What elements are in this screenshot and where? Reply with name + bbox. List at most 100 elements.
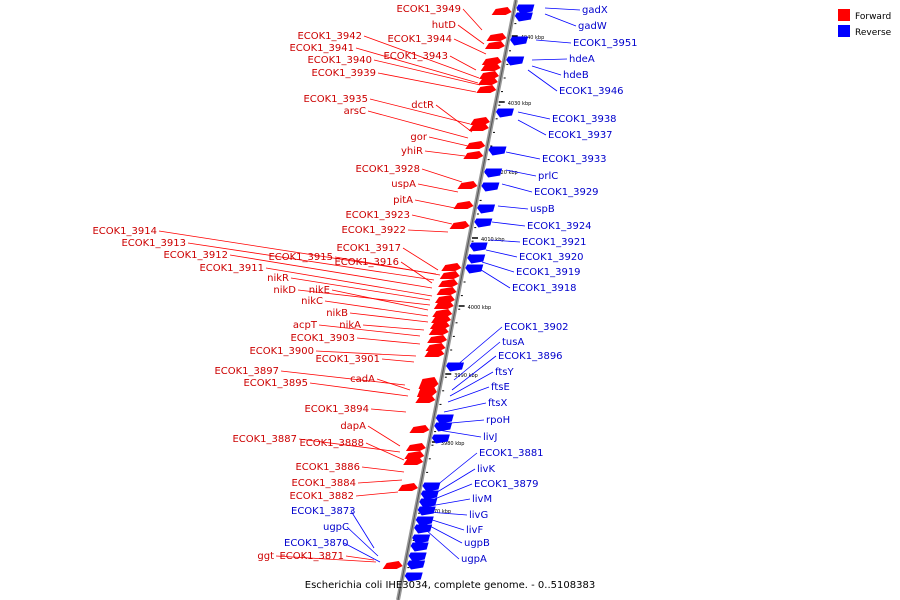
leader-line [447,386,490,403]
forward-feature [484,41,505,49]
gene-label-rpoh: rpoH [486,415,510,426]
forward-feature [435,295,455,303]
gene-label-ecok1-3940: ECOK1_3940 [307,55,372,66]
gene-label-nike: nikE [309,285,330,296]
leader-line [345,555,375,561]
forward-feature [463,151,484,159]
forward-feature [439,271,460,279]
gene-label-ecok1-3951: ECOK1_3951 [573,38,638,49]
leader-line [297,289,431,306]
gene-label-ecok1-3887: ECOK1_3887 [232,434,297,445]
leader-line [158,230,437,275]
leader-line [315,350,417,357]
reverse-feature [516,4,535,14]
leader-line [477,267,511,289]
gene-label-uspb: uspB [530,204,555,215]
reverse-feature [420,490,439,500]
forward-feature [480,63,501,71]
gene-label-pita: pitA [393,195,413,206]
leader-line [367,110,469,139]
leader-line [298,438,401,453]
gene-label-ecok1-3924: ECOK1_3924 [527,221,592,232]
leader-line [373,59,481,86]
gene-label-ecok1-3888: ECOK1_3888 [299,438,364,449]
forward-feature [486,33,507,41]
leader-line [449,371,494,397]
forward-feature [425,343,446,351]
leader-line [349,312,429,323]
gene-label-yhir: yhiR [401,146,423,157]
leader-line [535,39,572,44]
gene-label-ecok1-3944: ECOK1_3944 [387,34,452,45]
forward-feature [468,123,489,131]
leader-line [355,47,479,84]
leader-line [425,517,465,531]
gene-label-hutd: hutD [432,20,457,31]
gene-label-nikd: nikD [273,285,296,296]
leader-line [356,337,421,345]
gene-label-ecok1-3938: ECOK1_3938 [552,114,617,125]
gene-label-livg: livG [469,510,488,521]
leader-line [485,249,518,258]
leader-line [439,419,485,425]
gene-label-hdeb: hdeB [563,70,589,81]
leader-line [453,341,501,381]
leader-line [381,358,415,363]
forward-feature [427,335,448,343]
gene-label-ecok1-3919: ECOK1_3919 [516,267,581,278]
gene-label-ecok1-3939: ECOK1_3939 [311,68,376,79]
reverse-feature [488,146,507,156]
leader-line [544,13,577,27]
forward-feature [424,349,445,357]
gene-label-nika: nikA [339,320,361,331]
leader-line [435,452,478,487]
gene-label-dctr: dctR [411,100,434,111]
leader-line [334,256,441,276]
leader-line [376,378,411,391]
reverse-feature [431,434,450,444]
leader-line [437,429,482,438]
gene-label-acpt: acpT [293,320,318,331]
gene-label-ecok1-3933: ECOK1_3933 [542,154,607,165]
genome-backbone-core [397,0,517,600]
gene-label-ecok1-3949: ECOK1_3949 [396,4,461,15]
leader-line [265,267,433,297]
leader-line [429,498,471,507]
leader-line [505,151,541,160]
reverse-feature [484,168,503,178]
forward-feature [449,221,470,229]
reverse-feature [510,36,529,46]
leader-line [435,104,473,133]
gene-label-ecok1-3929: ECOK1_3929 [534,187,599,198]
reverse-feature [417,506,436,516]
gene-label-cada: cadA [350,374,375,385]
gene-label-ecok1-3881: ECOK1_3881 [479,448,544,459]
reverse-feature [506,56,525,66]
leader-line [451,355,497,391]
gene-label-ecok1-3882: ECOK1_3882 [289,491,354,502]
leader-line [318,324,421,337]
gene-label-arsc: arsC [344,106,366,117]
forward-feature [479,71,500,79]
forward-feature [404,451,425,459]
gene-label-ecok1-3897: ECOK1_3897 [214,366,279,377]
gene-label-ecok1-3896: ECOK1_3896 [498,351,563,362]
leader-line [369,98,471,125]
gene-label-ecok1-3928: ECOK1_3928 [355,164,420,175]
gene-label-nikr: nikR [267,273,289,284]
leader-line [421,168,463,183]
leader-line [367,425,401,447]
gene-label-ecok1-3918: ECOK1_3918 [512,283,577,294]
leader-line [428,136,469,147]
gene-label-uspa: uspA [391,179,416,190]
forward-feature [431,315,452,323]
leader-line [497,205,529,210]
leader-line [425,523,463,544]
genome-caption: Escherichia coli IHE3034, complete genom… [305,580,595,591]
reverse-feature [415,516,434,526]
leader-line [400,261,433,284]
leader-line [443,402,487,413]
gene-label-ecok1-3923: ECOK1_3923 [345,210,410,221]
